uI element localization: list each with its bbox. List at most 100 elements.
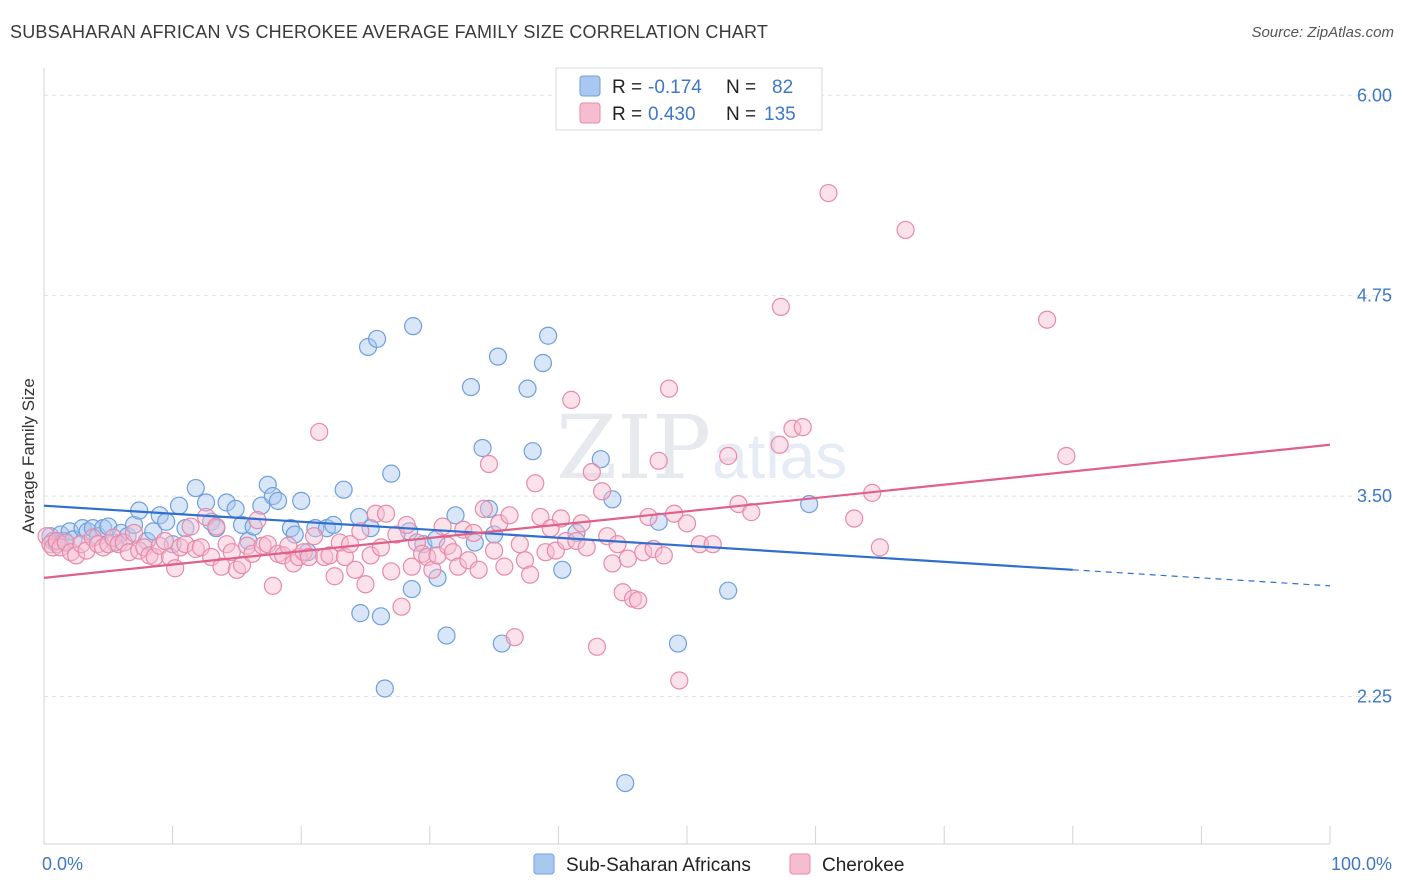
cherokee-point: [88, 535, 108, 554]
cherokee-point: [376, 504, 396, 523]
legend-swatch-pink: [579, 102, 601, 124]
cherokee-point: [670, 671, 689, 690]
cherokee-point: [1057, 446, 1076, 466]
cherokee-point: [56, 533, 75, 552]
grid-lines: [44, 94, 1392, 697]
cherokee-point: [212, 557, 231, 576]
cherokee-point: [719, 446, 738, 466]
cherokee-point: [279, 536, 298, 555]
legend-label-sub-saharan: Sub-Saharan Africans: [566, 855, 751, 876]
legend-n-value: 135: [764, 104, 796, 125]
cherokee-point: [603, 554, 622, 573]
cherokee-point: [557, 531, 576, 551]
sub-saharan-point: [382, 464, 401, 483]
cherokee-point: [515, 551, 535, 570]
series-legend: Sub-Saharan Africans Cherokee: [533, 853, 904, 876]
cherokee-point: [567, 531, 586, 551]
sub-saharan-point: [186, 478, 205, 498]
sub-saharan-point: [371, 607, 391, 626]
cherokee-point: [176, 535, 195, 554]
sub-saharan-point: [196, 493, 216, 512]
cherokee-point: [505, 628, 524, 647]
sub-saharan-point: [719, 581, 738, 600]
cherokee-point: [155, 531, 174, 551]
y-axis-title: Average Family Size: [19, 378, 38, 534]
cherokee-point: [124, 523, 144, 543]
sub-saharan-point: [157, 512, 176, 531]
cherokee-point: [150, 536, 169, 555]
y-tick-label: 6.00: [1357, 85, 1392, 105]
cherokee-point: [608, 535, 627, 554]
cherokee-point: [562, 390, 581, 409]
sub-saharan-trend-extension: [1072, 569, 1331, 587]
cherokee-point: [304, 527, 324, 546]
sub-saharan-point: [403, 317, 423, 336]
legend-n-label: N =: [726, 104, 756, 125]
y-tick-label: 4.75: [1357, 286, 1392, 306]
cherokee-point: [845, 509, 864, 528]
cherokee-point: [613, 583, 632, 602]
cherokee-point: [521, 565, 540, 584]
cherokee-point: [423, 560, 442, 579]
cherokee-point: [366, 504, 385, 523]
cherokee-point: [397, 515, 416, 535]
cherokee-point: [577, 538, 596, 557]
cherokee-point: [485, 541, 504, 560]
cherokee-point: [618, 549, 637, 568]
cherokee-point: [510, 535, 529, 554]
cherokee-point: [654, 546, 673, 565]
cherokee-point: [433, 517, 452, 536]
source-label: Source: ZipAtlas.com: [1251, 24, 1394, 41]
watermark: ZIP atlas: [556, 396, 847, 499]
cherokee-point: [222, 543, 241, 562]
cherokee-point: [130, 541, 149, 560]
sub-saharan-point: [351, 604, 370, 623]
cherokee-point: [629, 591, 648, 610]
cherokee-point: [207, 517, 226, 536]
legend-r-value: 0.430: [648, 104, 696, 125]
sub-saharan-point: [217, 493, 236, 512]
sub-saharan-point: [437, 626, 456, 645]
legend-r-value: -0.174: [648, 77, 702, 98]
sub-saharan-trend-line: [43, 504, 1073, 571]
tick-labels: 2.25 3.50 4.75 6.00 0.0% 100.0%: [42, 85, 1392, 874]
sub-saharan-point: [591, 450, 610, 469]
legend-n-label: N =: [726, 77, 756, 98]
sub-saharan-point: [533, 353, 553, 373]
cherokee-point: [171, 538, 190, 557]
cherokee-point: [325, 567, 344, 586]
cherokee-point: [263, 576, 283, 595]
legend-n-value: 82: [772, 77, 793, 98]
cherokee-point: [677, 514, 697, 533]
cherokee-point: [51, 538, 70, 557]
cherokee-point: [412, 544, 432, 563]
y-tick-label: 3.50: [1357, 486, 1392, 506]
cherokee-point: [443, 543, 463, 562]
cherokee-point: [500, 506, 519, 525]
cherokee-point: [351, 522, 370, 541]
legend-r-label: R =: [612, 104, 642, 125]
series-cherokee-points: [37, 183, 1076, 690]
sub-saharan-point: [518, 379, 537, 398]
correlation-legend: R = -0.174 N = 82 R = 0.430 N = 135: [555, 67, 823, 131]
sub-saharan-point: [334, 480, 353, 499]
cherokee-point: [67, 546, 86, 565]
cherokee-point: [469, 560, 488, 579]
cherokee-point: [587, 637, 607, 656]
sub-saharan-point: [553, 560, 572, 579]
cherokee-point: [649, 451, 668, 470]
cherokee-point: [479, 454, 499, 474]
cherokee-point: [703, 535, 722, 554]
sub-saharan-point: [292, 491, 311, 510]
legend-r-label: R =: [612, 77, 642, 98]
sub-saharan-point: [285, 525, 304, 544]
sub-saharan-point: [523, 442, 542, 461]
sub-saharan-point: [268, 491, 288, 510]
cherokee-point: [299, 547, 319, 567]
cherokee-point: [659, 379, 679, 398]
cherokee-point: [382, 562, 401, 581]
legend-swatch-blue: [533, 853, 555, 875]
sub-saharan-point: [616, 773, 635, 793]
cherokee-point: [474, 499, 493, 519]
